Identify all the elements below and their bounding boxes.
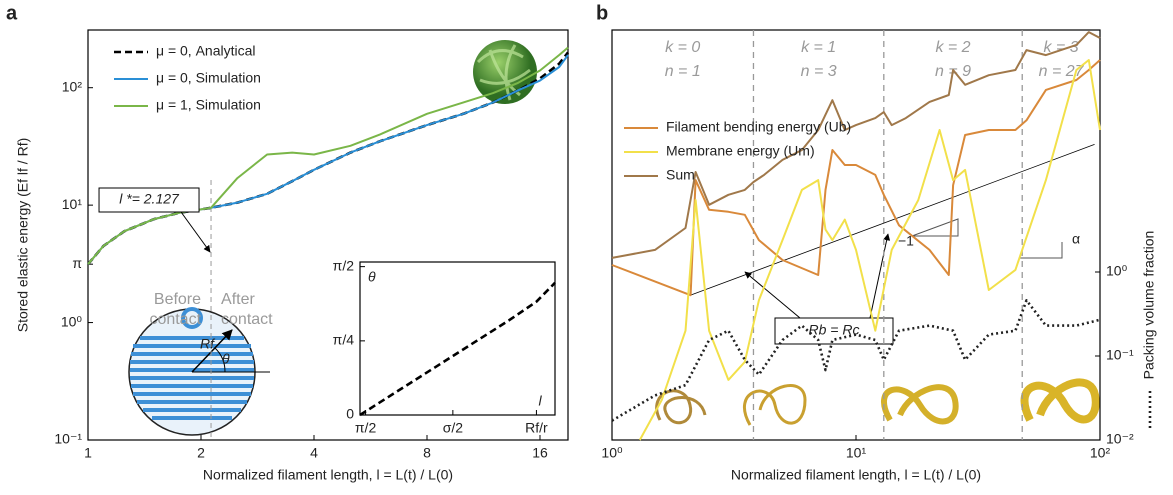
equality-label: Rb = Rc xyxy=(809,322,860,338)
x-axis-label: Normalized filament length, l = L(t) / L… xyxy=(203,467,453,483)
knot-images xyxy=(655,378,1100,426)
series-line xyxy=(638,59,1101,441)
slope-label: −1 xyxy=(898,233,914,249)
x-tick-label: π/2 xyxy=(355,420,377,436)
panel-label: a xyxy=(6,2,18,24)
before-contact: Before xyxy=(154,291,201,308)
panel-1: π/2 σ/2 Rf/r 0 π/4 π/2 l θ xyxy=(333,257,556,436)
y-tick-label: π/4 xyxy=(333,332,355,348)
y-axis-label: Stored elastic energy (Ef lf / Rf) xyxy=(15,138,31,333)
series-line xyxy=(359,281,556,417)
after-contact: After xyxy=(221,291,255,308)
series-line xyxy=(87,46,569,265)
stage-n: n = 1 xyxy=(665,63,701,80)
before-contact: contact xyxy=(149,311,201,328)
y2-tick-label: 10⁻¹ xyxy=(1106,347,1134,363)
series-line xyxy=(611,59,1101,297)
legend-label: μ = 0, Simulation xyxy=(156,70,261,86)
legend-label: μ = 1, Simulation xyxy=(156,97,261,113)
x-tick-label: 16 xyxy=(532,445,548,461)
stage-k: k = 2 xyxy=(935,39,970,56)
x-tick-label: 4 xyxy=(310,445,318,461)
legend-label: Filament bending energy (Ub) xyxy=(666,119,851,135)
svg-text:θ: θ xyxy=(222,351,230,367)
y-axis-label: θ xyxy=(368,269,376,285)
y2-tick-label: 10⁻² xyxy=(1106,431,1134,447)
legend-label: Sum xyxy=(666,167,695,183)
y-tick-label: 0 xyxy=(346,406,354,422)
slope-triangles xyxy=(911,218,1063,259)
contact-label: l *= 2.127 xyxy=(119,191,180,207)
y-tick-label: 10¹ xyxy=(62,196,83,212)
y2-axis-label: Packing volume fraction xyxy=(1141,231,1157,380)
x-tick-label: 10⁰ xyxy=(601,445,623,461)
plot-frame xyxy=(87,29,569,441)
svg-text:Rf: Rf xyxy=(200,336,216,352)
plot-frame xyxy=(359,261,556,416)
x-axis-label: l xyxy=(538,393,542,409)
panel-0: 1 2 4 8 16 10⁻¹ 10⁰ π 10¹ 10² μ = 0, Analytical μ =… xyxy=(15,29,570,483)
panel-label: b xyxy=(596,2,608,24)
x-axis-label: Normalized filament length, l = L(t) / L… xyxy=(731,467,981,483)
y-tick-label: π xyxy=(72,255,82,271)
stage-n: n = 27 xyxy=(1039,63,1085,80)
x-tick-label: Rf/r xyxy=(525,420,548,436)
green-sphere-image xyxy=(473,40,537,104)
x-tick-label: 10¹ xyxy=(846,445,867,461)
contact-arrow xyxy=(180,211,211,253)
after-contact: contact xyxy=(221,311,273,328)
series-line xyxy=(611,31,1101,259)
y-tick-label: 10⁰ xyxy=(61,313,83,329)
angle-label: α xyxy=(1072,231,1080,247)
y-tick-label: π/2 xyxy=(333,257,355,273)
blue-sphere-image: Rf θ xyxy=(128,307,270,436)
x-tick-label: 1 xyxy=(84,445,92,461)
stage-k: k = 1 xyxy=(801,39,836,56)
legend-label: μ = 0, Analytical xyxy=(156,43,256,59)
y2-tick-label: 10⁰ xyxy=(1106,263,1128,279)
arrow xyxy=(869,233,891,319)
arrow xyxy=(744,271,801,319)
x-tick-label: 2 xyxy=(197,445,205,461)
x-tick-label: σ/2 xyxy=(443,420,464,436)
x-tick-label: 8 xyxy=(423,445,431,461)
y-tick-label: 10² xyxy=(62,78,83,94)
legend-label: Membrane energy (Um) xyxy=(666,143,815,159)
reference-line xyxy=(690,144,1095,296)
contact-box xyxy=(98,187,200,213)
stage-k: k = 0 xyxy=(665,39,700,56)
y-tick-label: 10⁻¹ xyxy=(54,431,82,447)
stage-n: n = 3 xyxy=(801,63,837,80)
x-tick-label: 10² xyxy=(1090,445,1111,461)
